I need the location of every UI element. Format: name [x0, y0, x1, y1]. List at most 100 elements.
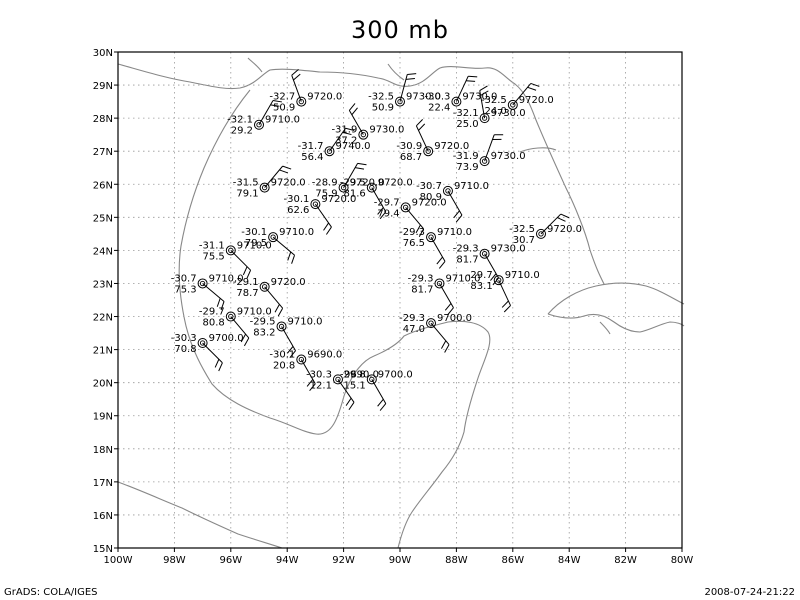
station-circle-inner — [428, 234, 434, 240]
station-pressure: 9710.0 — [454, 181, 489, 192]
station-rh: 73.9 — [456, 162, 478, 173]
station-rh: 79.4 — [377, 208, 399, 219]
wind-barb-feather — [455, 214, 463, 223]
station-rh: 80.8 — [203, 318, 225, 329]
station-circle-outer — [451, 96, 462, 107]
station-circle-outer — [395, 96, 405, 107]
y-tick-label: 22N — [93, 313, 113, 324]
x-tick-label: 100W — [104, 555, 133, 566]
wind-barb-feather — [447, 307, 454, 316]
station-circle-outer — [324, 146, 335, 157]
wind-barb-staff — [439, 283, 454, 308]
wind-barb-feather — [306, 379, 314, 387]
station-circle-inner — [369, 184, 375, 191]
station-temp: -32.5 — [368, 92, 394, 103]
x-tick-label: 98W — [163, 555, 186, 566]
wind-barb-feather — [440, 340, 447, 349]
station-pressure: 9720.0 — [271, 178, 306, 189]
station: -28.975.9 9720.0 — [312, 162, 385, 200]
station-rh: 81.7 — [456, 255, 478, 266]
wind-barb-feather — [418, 123, 426, 131]
wind-barb-feather — [557, 217, 566, 222]
wind-barb-feather — [289, 350, 296, 358]
wind-barb-feather — [444, 303, 452, 311]
x-tick-label: 94W — [276, 555, 299, 566]
station-rh: 15.1 — [344, 380, 366, 391]
station: -29.783.1 9710.0 — [467, 270, 540, 313]
wind-barb-feather — [438, 261, 446, 269]
station-rh: 83.2 — [253, 327, 275, 338]
wind-barb-feather — [348, 402, 355, 411]
station-circle-outer — [442, 185, 453, 196]
wind-barb-feather — [279, 169, 289, 174]
wind-barb-feather — [345, 127, 355, 131]
station-circle-inner — [298, 98, 304, 105]
station: -29.381.7 9710.0 — [408, 273, 480, 316]
y-tick-label: 29N — [93, 81, 113, 92]
wind-barb-feather — [246, 269, 252, 279]
station-circle-outer — [358, 129, 369, 140]
station-pressure: 9710.0 — [505, 270, 540, 281]
station: -30.312.1 9690.0 — [306, 369, 379, 411]
station-pressure: 9730.0 — [462, 92, 497, 103]
station-rh: 47.0 — [403, 324, 425, 335]
wind-barb-feather — [286, 346, 294, 354]
station-temp: -32.7 — [269, 92, 295, 103]
station-rh: 81.7 — [411, 284, 433, 295]
wind-barb-feather — [436, 256, 443, 265]
station: -32.530.7 9720.0 — [509, 213, 582, 246]
station-circle-inner — [256, 122, 262, 128]
wind-barb-feather — [479, 85, 488, 91]
station-pressure: 9690.0 — [344, 369, 379, 380]
station-pressure: 9710.0 — [237, 240, 272, 251]
station-rh: 78.7 — [236, 288, 258, 299]
wind-barb-feather — [293, 73, 301, 81]
station: -29.178.7 9720.0 — [233, 277, 306, 317]
wind-barb-feather — [377, 207, 384, 215]
station: -30.370.8 9700.0 — [171, 333, 244, 372]
y-tick-label: 16N — [93, 511, 113, 522]
station-pressure: 9710.0 — [445, 273, 480, 284]
wind-barb-feather — [527, 86, 537, 91]
station-pressure: 9710.0 — [237, 307, 272, 318]
station-pressure: 9700.0 — [209, 333, 244, 344]
station-rh: 25.0 — [456, 119, 478, 130]
station-circle-outer — [434, 278, 445, 289]
station-rh: 56.4 — [301, 152, 323, 163]
station: -30.179.5 9710.0 — [241, 227, 314, 264]
station-pressure: 9720.0 — [350, 178, 385, 189]
wind-barb-feather — [216, 298, 221, 307]
station-temp: -31.7 — [298, 141, 324, 152]
station: -29.779.4 9720.0 — [374, 197, 447, 237]
station-circle-inner — [453, 98, 460, 105]
station-pressure: 9720.0 — [412, 197, 447, 208]
footer-credit: GrADS: COLA/IGES — [4, 587, 98, 598]
y-tick-label: 15N — [93, 544, 113, 555]
station: -31.973.9 9730.0 — [453, 134, 526, 173]
station-rh: 50.9 — [372, 103, 394, 114]
station-temp: -29.3 — [453, 244, 479, 255]
station-rh: 79.5 — [245, 238, 267, 249]
station-pressure: 9710.0 — [265, 115, 300, 126]
station-circle-inner — [199, 280, 206, 287]
y-tick-label: 27N — [93, 147, 113, 158]
station-circle-outer — [197, 337, 208, 348]
wind-barb-feather — [277, 307, 284, 317]
y-tick-label: 25N — [93, 213, 113, 224]
station-pressure: 9720.0 — [321, 194, 356, 205]
station-pressure: 9710.0 — [437, 227, 472, 238]
station-circle-inner — [538, 231, 544, 237]
coastline — [117, 57, 685, 549]
station-circle-inner — [445, 188, 451, 194]
station-pressure: 9720.0 — [271, 277, 306, 288]
station-pressure: 9720.0 — [378, 178, 413, 189]
station-temp: -30.3 — [425, 92, 451, 103]
station-temp: -30.1 — [284, 194, 310, 205]
station-circle-inner — [312, 201, 319, 207]
station-circle-outer — [479, 113, 490, 124]
station: -30.780.9 9710.0 — [416, 181, 489, 223]
y-tick-label: 18N — [93, 445, 113, 456]
station: -29.347.0 9700.0 — [399, 313, 472, 353]
station-rh: 30.7 — [513, 235, 535, 246]
station-rh: 81.6 — [344, 189, 366, 200]
